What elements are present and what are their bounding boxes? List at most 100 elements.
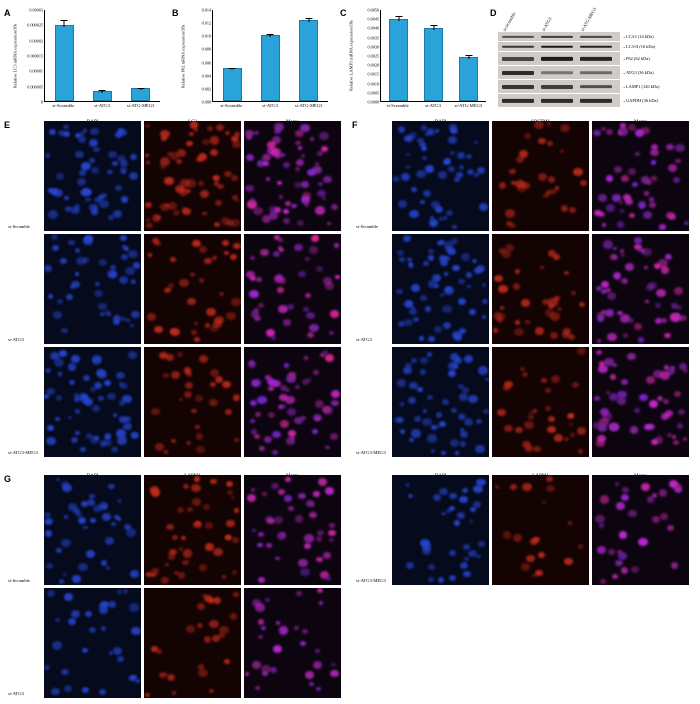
cell-nucleus (257, 576, 265, 583)
cell-nucleus (434, 276, 441, 281)
micrograph-image (144, 475, 241, 585)
cell-nucleus (118, 382, 124, 387)
cell-nucleus (613, 247, 618, 251)
cell-nucleus (606, 332, 617, 341)
blot-band (502, 45, 534, 48)
cell-nucleus (444, 241, 454, 249)
cell-nucleus (47, 424, 54, 431)
chart-c-barwrap (386, 10, 412, 101)
cell-nucleus (328, 523, 335, 528)
cell-nucleus (516, 183, 527, 192)
cell-nucleus (159, 351, 168, 360)
cell-nucleus (606, 129, 614, 136)
cell-nucleus (606, 204, 615, 212)
cell-nucleus (57, 372, 63, 377)
cell-nucleus (419, 200, 425, 205)
cell-nucleus (178, 188, 189, 196)
cell-nucleus (397, 126, 406, 133)
cell-nucleus (515, 426, 524, 434)
cell-nucleus (284, 201, 291, 207)
cell-nucleus (408, 396, 417, 404)
cell-nucleus (56, 548, 62, 554)
cell-nucleus (225, 534, 232, 541)
chart-c-xtick: si-ATG3 (425, 103, 441, 108)
cell-nucleus (173, 571, 179, 576)
cell-nucleus (186, 297, 196, 306)
cell-nucleus (501, 250, 511, 259)
cell-nucleus (617, 390, 627, 399)
cell-nucleus (592, 129, 601, 137)
cell-nucleus (119, 235, 127, 242)
cell-nucleus (267, 140, 277, 149)
cell-nucleus (167, 553, 176, 560)
cell-nucleus (300, 181, 309, 188)
cell-nucleus (398, 320, 406, 327)
cell-nucleus (251, 378, 261, 387)
cell-nucleus (218, 632, 225, 639)
cell-nucleus (619, 314, 630, 323)
cell-nucleus (464, 556, 470, 561)
cell-nucleus (632, 181, 639, 187)
chart-a-xtick: si-Scramble (52, 103, 75, 108)
cell-nucleus (193, 520, 202, 529)
cell-nucleus (101, 626, 107, 631)
cell-nucleus (410, 283, 421, 292)
cell-nucleus (560, 149, 565, 153)
cell-nucleus (248, 360, 255, 365)
chart-panel-a: Relative LC3 mRNA expression/18s 0.00003… (10, 8, 160, 118)
cell-nucleus (74, 204, 81, 210)
cell-nucleus (413, 416, 421, 423)
cell-nucleus (473, 484, 484, 493)
chart-b-errorcap (266, 33, 274, 35)
cell-nucleus (257, 160, 265, 167)
cell-nucleus (434, 129, 440, 134)
chart-b-ytick: 0.000 (201, 99, 211, 105)
chart-a-errorbar (101, 90, 103, 93)
cell-nucleus (620, 123, 626, 128)
cell-nucleus (209, 149, 218, 157)
chart-a-ylabel: Relative LC3 mRNA expression/18s (12, 23, 18, 89)
cell-nucleus (514, 320, 521, 326)
cell-nucleus (435, 424, 440, 429)
cell-nucleus (538, 138, 546, 145)
cell-nucleus (249, 198, 256, 204)
cell-nucleus (110, 522, 116, 527)
cell-nucleus (193, 476, 201, 482)
cell-nucleus (285, 395, 295, 404)
cell-nucleus (472, 258, 478, 263)
cell-nucleus (435, 412, 443, 418)
blot-lane-label: si-ATG3 (540, 16, 553, 32)
cell-nucleus (563, 436, 569, 442)
micrograph-row-label: si-ATG3 (8, 691, 24, 696)
cell-nucleus (129, 570, 140, 579)
cell-nucleus (273, 274, 283, 283)
cell-nucleus (312, 166, 322, 175)
cell-nucleus (319, 571, 330, 580)
cell-nucleus (250, 400, 258, 407)
cell-nucleus (145, 692, 150, 697)
cell-nucleus (441, 304, 452, 314)
cell-nucleus (672, 483, 683, 492)
cell-nucleus (521, 298, 531, 307)
cell-nucleus (616, 221, 625, 228)
cell-nucleus (463, 570, 471, 578)
cell-nucleus (295, 158, 305, 167)
cell-nucleus (679, 315, 687, 322)
cell-nucleus (100, 560, 108, 566)
chart-b-bars (213, 10, 328, 101)
cell-nucleus (230, 254, 237, 260)
chart-c-ytick: 0.0035 (367, 35, 379, 41)
cell-nucleus (82, 128, 87, 132)
cell-nucleus (282, 161, 290, 168)
cell-nucleus (633, 407, 640, 414)
cell-nucleus (94, 435, 99, 440)
cell-nucleus (601, 222, 607, 227)
cell-nucleus (93, 381, 103, 389)
cell-nucleus (146, 313, 157, 322)
cell-nucleus (89, 157, 96, 163)
cell-nucleus (449, 492, 458, 500)
micrograph-grid-g2: DAPILAPM1Mergesi-ATG3-MEG3 (356, 474, 696, 594)
cell-nucleus (448, 505, 455, 511)
cell-nucleus (315, 536, 323, 543)
cell-nucleus (457, 297, 467, 305)
